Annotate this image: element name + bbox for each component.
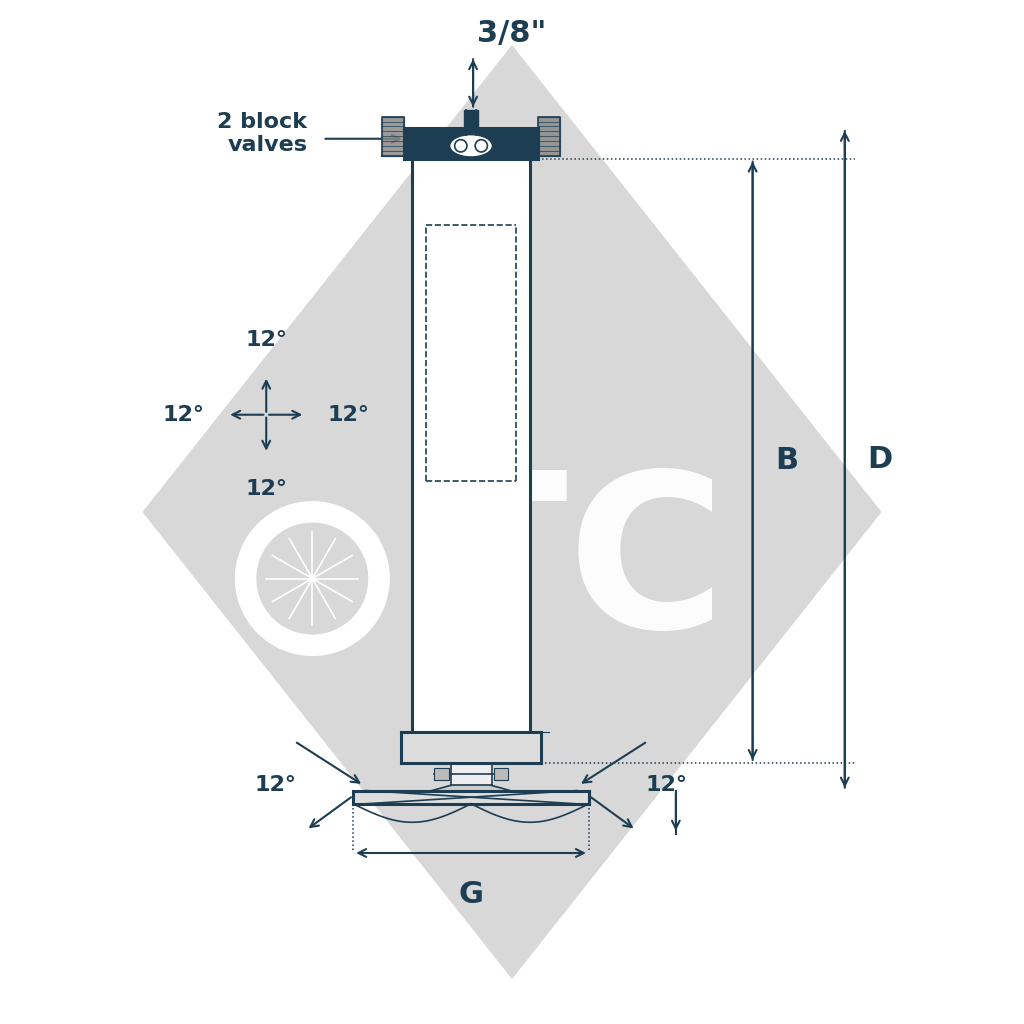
Text: 12°: 12° [645, 775, 687, 796]
Polygon shape [404, 128, 538, 159]
Text: G: G [459, 880, 483, 908]
Text: TC: TC [421, 464, 726, 673]
Polygon shape [412, 159, 530, 732]
Text: B: B [775, 446, 799, 475]
Polygon shape [401, 732, 541, 763]
Circle shape [236, 502, 389, 655]
Polygon shape [432, 785, 510, 791]
Polygon shape [538, 117, 560, 156]
Ellipse shape [450, 134, 493, 157]
Polygon shape [382, 117, 404, 156]
Text: 12°: 12° [328, 404, 370, 425]
FancyBboxPatch shape [434, 768, 449, 780]
Circle shape [455, 139, 467, 152]
FancyBboxPatch shape [494, 768, 508, 780]
Text: 12°: 12° [163, 404, 205, 425]
Polygon shape [353, 791, 589, 804]
Text: 12°: 12° [245, 330, 288, 350]
Polygon shape [143, 46, 881, 978]
Circle shape [475, 139, 487, 152]
Text: 3/8": 3/8" [477, 19, 547, 48]
Circle shape [257, 523, 368, 634]
Text: 12°: 12° [245, 479, 288, 500]
Polygon shape [464, 110, 478, 128]
Text: D: D [867, 444, 893, 474]
Text: 12°: 12° [255, 775, 297, 796]
Polygon shape [451, 763, 492, 785]
Text: 2 block
valves: 2 block valves [217, 112, 307, 156]
